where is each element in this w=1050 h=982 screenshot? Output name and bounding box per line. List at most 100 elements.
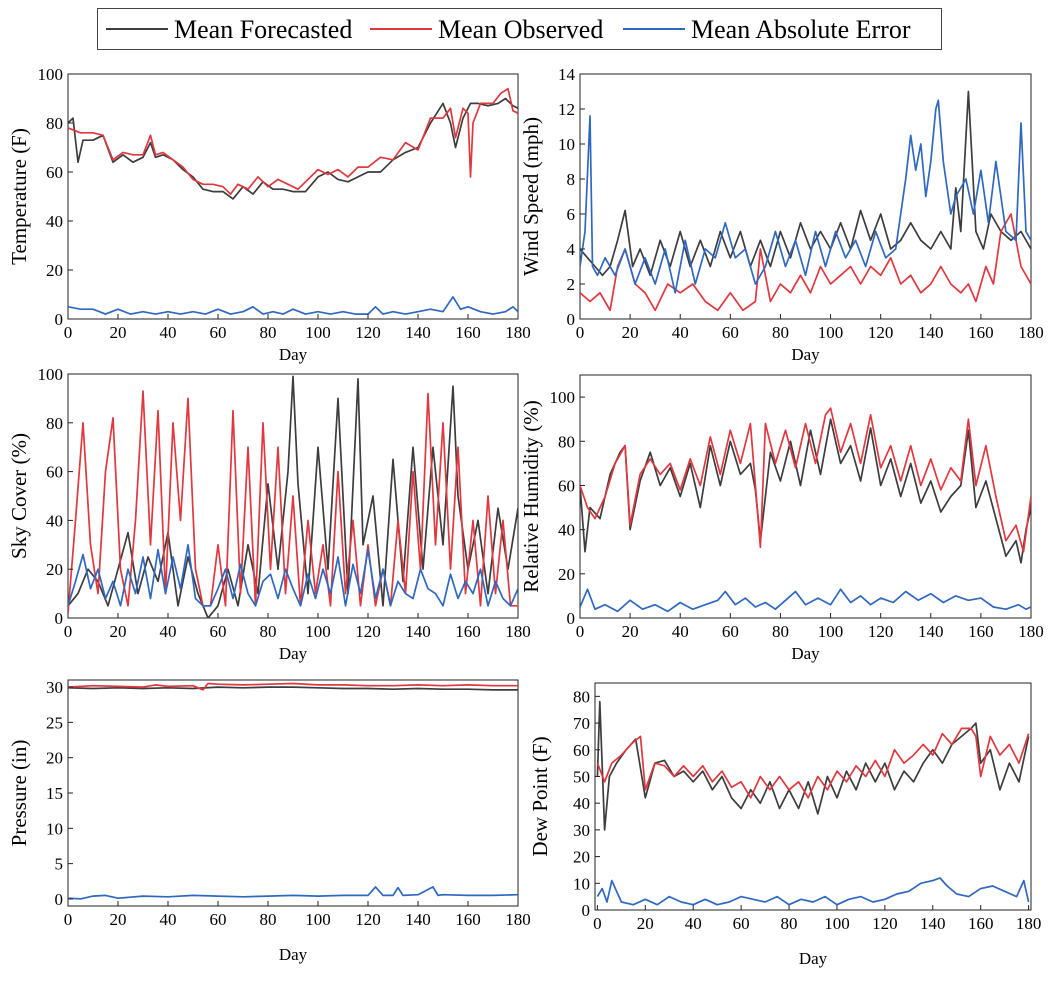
- x-tick-label: 20: [622, 622, 639, 641]
- y-tick-label: 0: [55, 890, 64, 909]
- x-tick-label: 180: [505, 622, 531, 641]
- x-tick-label: 0: [576, 323, 585, 342]
- x-tick-label: 180: [1018, 323, 1044, 342]
- y-tick-label: 4: [567, 240, 576, 259]
- y-tick-label: 0: [55, 609, 64, 628]
- y-tick-label: 30: [46, 678, 63, 697]
- x-tick-label: 80: [772, 622, 789, 641]
- x-tick-label: 60: [722, 622, 739, 641]
- x-tick-label: 180: [505, 910, 531, 929]
- y-tick-label: 0: [55, 310, 64, 329]
- chart-temperature: 0 20 40 60 80 100 120 140 160 180 0 20 40 60 80 100 Day T…: [0, 60, 531, 370]
- x-tick-label: 60: [722, 323, 739, 342]
- y-tick-label: 5: [55, 855, 64, 874]
- y-tick-label: 25: [46, 713, 63, 732]
- x-tick-label: 60: [210, 323, 227, 342]
- x-tick-label: 40: [160, 910, 177, 929]
- x-tick-label: 0: [64, 323, 73, 342]
- y-axis-label: Dew Point (F): [528, 736, 552, 856]
- x-tick-label: 100: [824, 914, 850, 933]
- x-tick-label: 120: [355, 910, 381, 929]
- y-tick-label: 40: [573, 794, 590, 813]
- y-tick-label: 8: [567, 170, 576, 189]
- y-tick-label: 40: [46, 511, 63, 530]
- series-line-mean-absolute-error: [580, 588, 1031, 613]
- y-tick-label: 0: [567, 310, 576, 329]
- y-axis-label: Wind Speed (mph): [519, 117, 543, 276]
- y-tick-label: 100: [550, 388, 576, 407]
- x-tick-label: 180: [1018, 622, 1044, 641]
- y-axis-label: Sky Cover (%): [7, 433, 31, 559]
- x-tick-label: 100: [305, 910, 331, 929]
- legend: Mean Forecasted Mean Observed Mean Absolut…: [97, 8, 942, 50]
- y-tick-label: 20: [46, 261, 63, 280]
- y-tick-label: 100: [38, 65, 64, 84]
- x-tick-label: 140: [405, 910, 431, 929]
- x-tick-label: 160: [968, 323, 994, 342]
- chart-wind-speed: 0 20 40 60 80 100 120 140 160 180 0 2 4 6 8 10 12 14 Day Wi…: [519, 60, 1050, 370]
- y-tick-label: 60: [573, 741, 590, 760]
- legend-item: Mean Observed: [370, 15, 603, 44]
- chart-svg: 0 20 40 60 80 100 120 140 160 180 0 20 40 60 80 100 Day T…: [7, 65, 531, 364]
- y-tick-label: 20: [573, 848, 590, 867]
- series-line-mean-forecasted: [68, 375, 518, 618]
- chart-relative-humidity: 0 20 40 60 80 100 120 140 160 180 0 20 40 60 80 100 Day R…: [519, 360, 1050, 670]
- y-tick-label: 0: [567, 609, 576, 628]
- y-tick-label: 6: [567, 205, 576, 224]
- x-axis-label: Day: [279, 945, 308, 964]
- y-tick-label: 2: [567, 275, 576, 294]
- legend-label: Mean Absolute Error: [691, 15, 911, 44]
- y-tick-label: 12: [558, 100, 575, 119]
- x-tick-label: 80: [260, 910, 277, 929]
- y-tick-label: 40: [46, 212, 63, 231]
- x-axis-label: Day: [279, 644, 308, 663]
- x-tick-label: 40: [672, 622, 689, 641]
- x-tick-label: 80: [772, 323, 789, 342]
- series-line-mean-absolute-error: [68, 296, 518, 315]
- x-tick-label: 20: [622, 323, 639, 342]
- x-tick-label: 120: [872, 914, 898, 933]
- y-tick-label: 20: [46, 749, 63, 768]
- series-line-mean-forecasted: [580, 418, 1031, 564]
- x-axis-label: Day: [279, 345, 308, 364]
- series-line-mean-absolute-error: [596, 877, 1030, 906]
- x-tick-label: 140: [918, 323, 944, 342]
- x-tick-label: 140: [920, 914, 946, 933]
- series-line-mean-observed: [68, 390, 518, 614]
- y-tick-label: 80: [46, 114, 63, 133]
- legend-item: Mean Absolute Error: [623, 15, 911, 44]
- x-tick-label: 180: [1016, 914, 1042, 933]
- series-line-mean-forecasted: [68, 97, 518, 200]
- y-tick-label: 10: [573, 874, 590, 893]
- y-axis-label: Relative Humidity (%): [519, 400, 543, 592]
- series-line-mean-observed: [580, 407, 1031, 553]
- chart-svg: 0 20 40 60 80 100 120 140 160 180 0 20 40 60 80 100 Day S…: [7, 365, 531, 663]
- x-tick-label: 120: [355, 323, 381, 342]
- x-tick-label: 20: [110, 910, 127, 929]
- y-tick-label: 30: [573, 821, 590, 840]
- x-tick-label: 160: [455, 323, 481, 342]
- x-axis-label: Day: [799, 949, 828, 968]
- x-tick-label: 120: [868, 622, 894, 641]
- chart-svg: 0 20 40 60 80 100 120 140 160 180 0 10 20 30 40 50 60 70 8…: [528, 682, 1042, 968]
- x-tick-label: 100: [818, 622, 844, 641]
- x-tick-label: 140: [918, 622, 944, 641]
- x-tick-label: 160: [455, 622, 481, 641]
- series-group: [68, 682, 518, 900]
- x-tick-label: 0: [576, 622, 585, 641]
- y-tick-label: 20: [558, 565, 575, 584]
- legend-label: Mean Forecasted: [174, 15, 352, 44]
- y-tick-label: 10: [558, 135, 575, 154]
- legend-label: Mean Observed: [438, 15, 603, 44]
- series-line-mean-forecasted: [68, 686, 518, 691]
- y-tick-label: 60: [558, 476, 575, 495]
- y-tick-label: 70: [573, 714, 590, 733]
- y-axis-label: Pressure (in): [7, 740, 31, 847]
- series-line-mean-observed: [580, 213, 1031, 312]
- x-tick-label: 20: [637, 914, 654, 933]
- chart-dew-point: 0 20 40 60 80 100 120 140 160 180 0 10 20 30 40 50 60 70 8…: [520, 665, 1050, 980]
- plot-frame: [67, 73, 519, 320]
- chart-svg: 0 20 40 60 80 100 120 140 160 180 0 5 10 15 20 25 30 Day P…: [7, 678, 531, 964]
- y-tick-label: 60: [46, 463, 63, 482]
- x-tick-label: 160: [968, 622, 994, 641]
